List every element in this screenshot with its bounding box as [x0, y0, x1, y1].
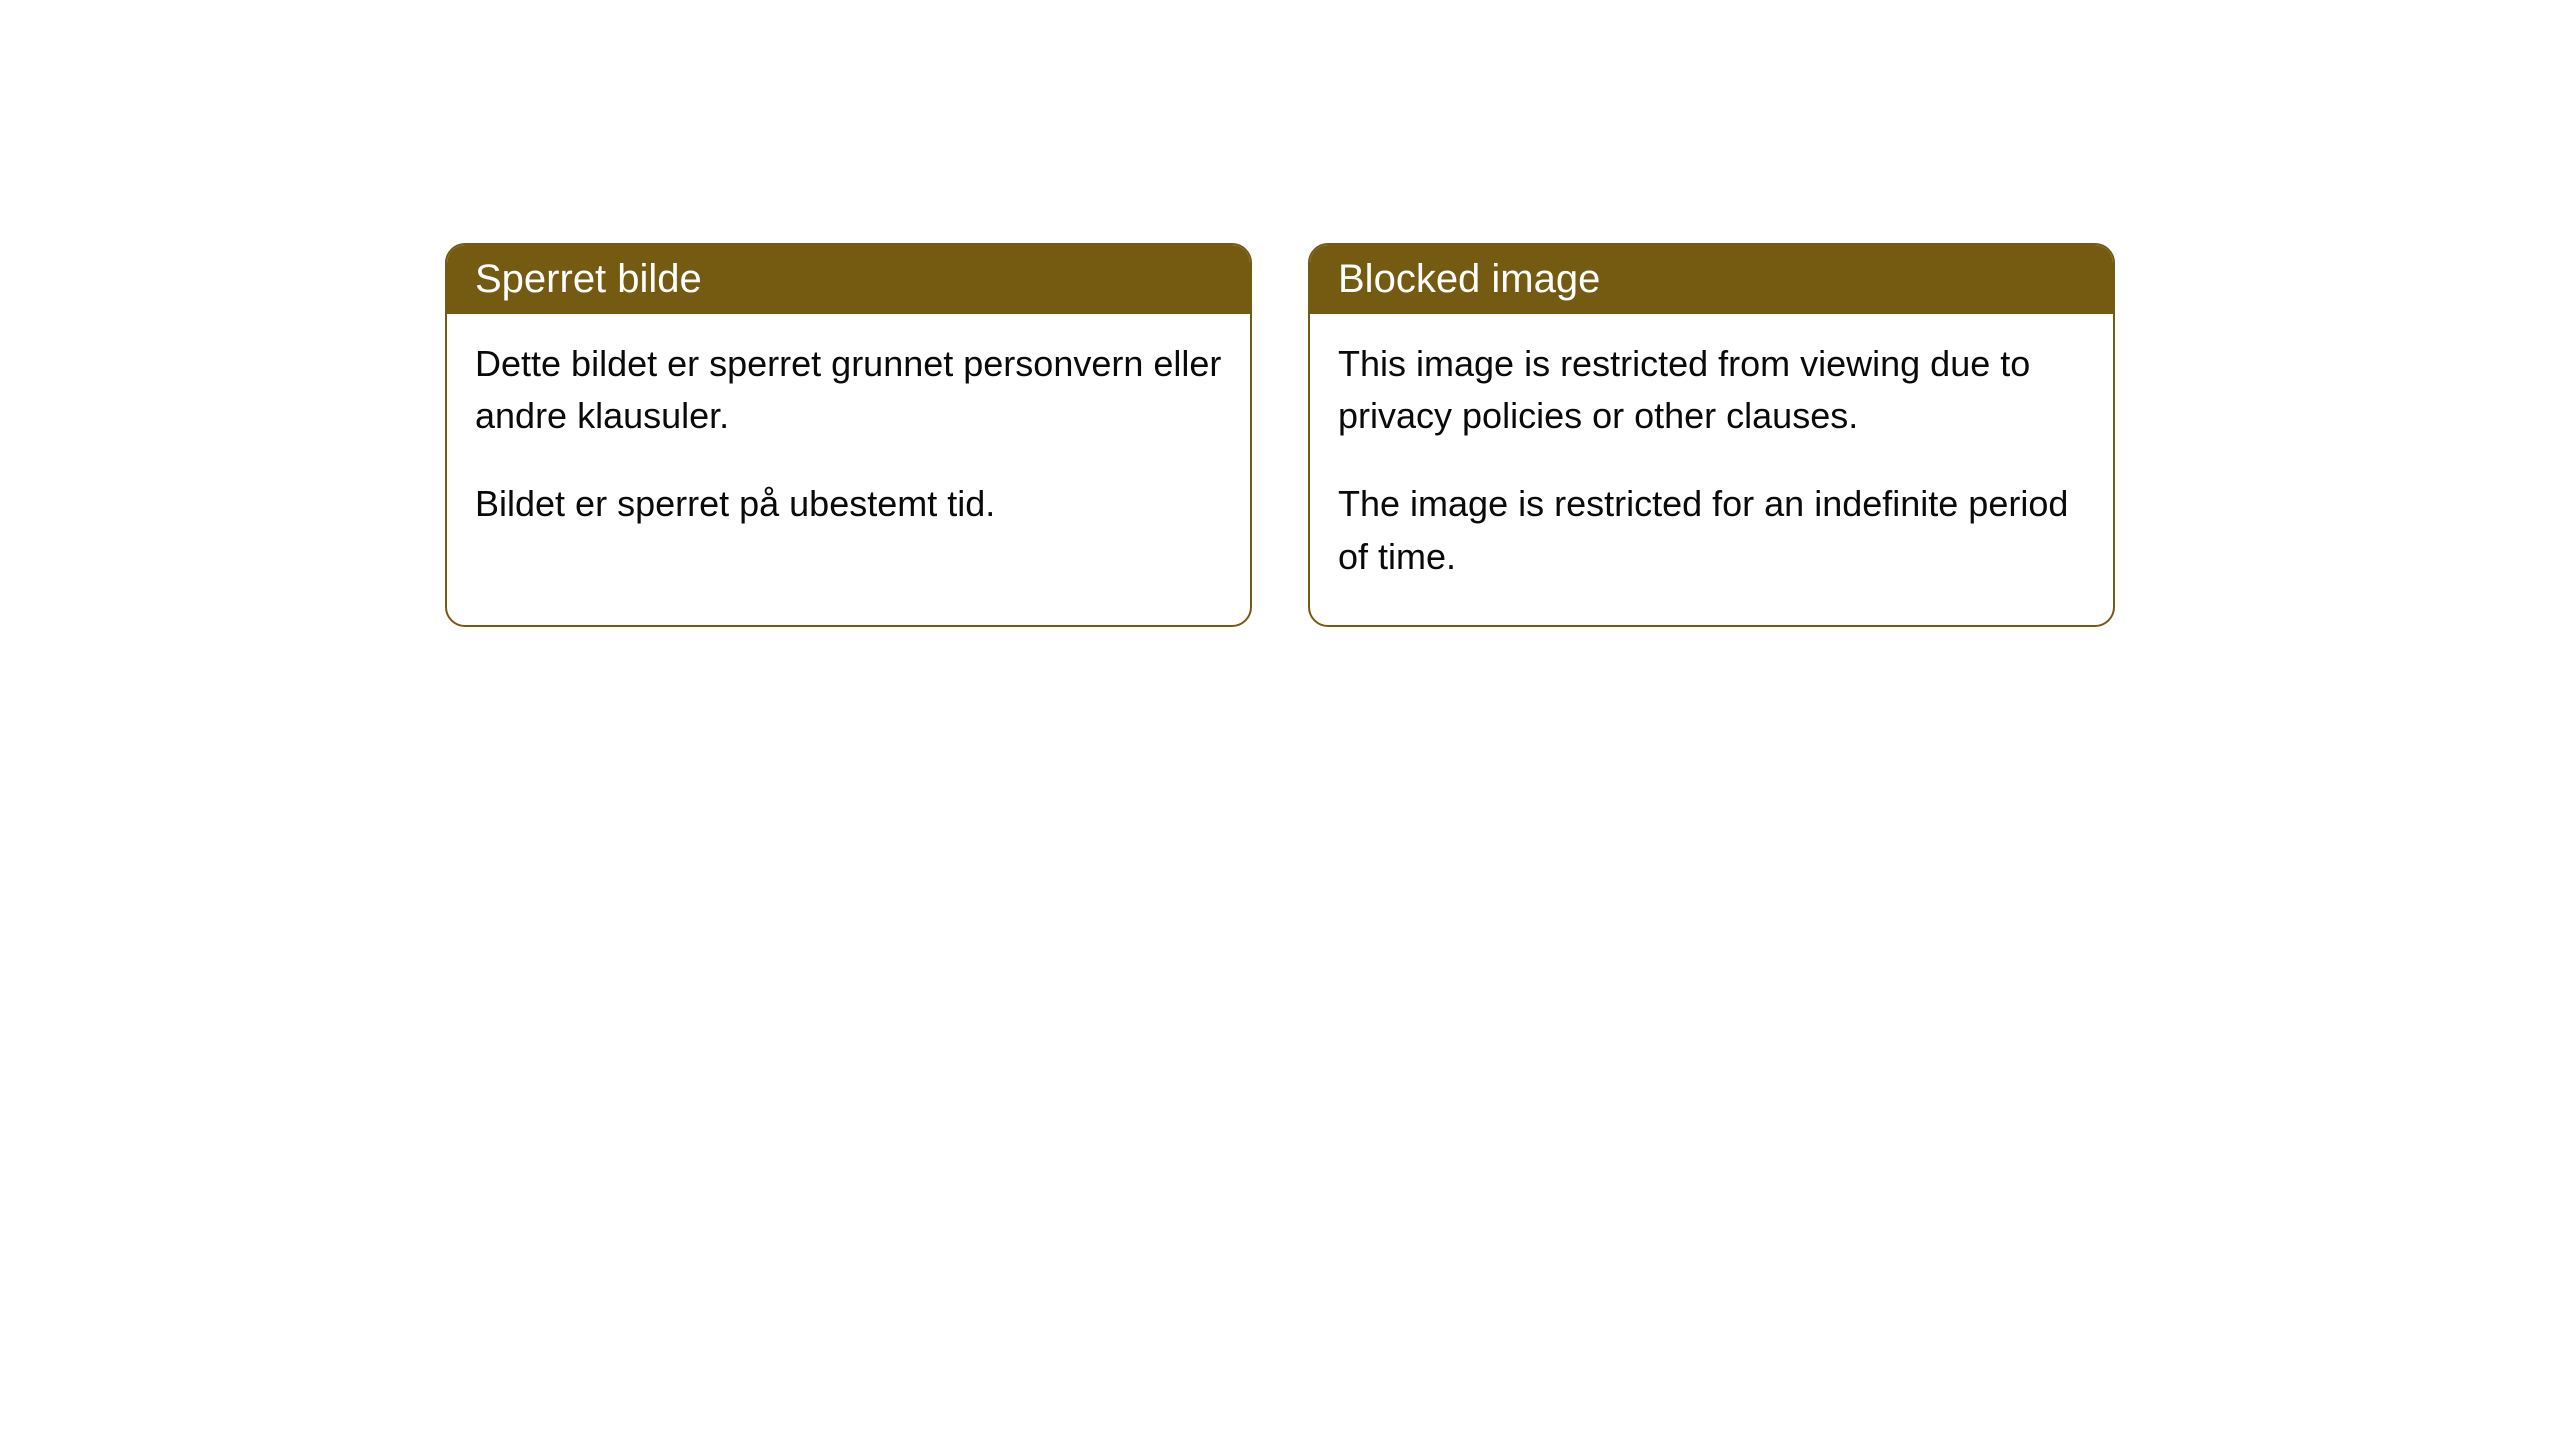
card-paragraph: This image is restricted from viewing du…	[1338, 338, 2085, 442]
card-header: Sperret bilde	[447, 245, 1250, 314]
card-paragraph: Bildet er sperret på ubestemt tid.	[475, 478, 1222, 530]
card-body: Dette bildet er sperret grunnet personve…	[447, 314, 1250, 573]
blocked-image-card-en: Blocked image This image is restricted f…	[1308, 243, 2115, 627]
card-paragraph: Dette bildet er sperret grunnet personve…	[475, 338, 1222, 442]
card-title: Sperret bilde	[475, 257, 702, 301]
card-header: Blocked image	[1310, 245, 2113, 314]
card-body: This image is restricted from viewing du…	[1310, 314, 2113, 625]
card-paragraph: The image is restricted for an indefinit…	[1338, 478, 2085, 582]
card-row: Sperret bilde Dette bildet er sperret gr…	[0, 0, 2560, 627]
blocked-image-card-no: Sperret bilde Dette bildet er sperret gr…	[445, 243, 1252, 627]
card-title: Blocked image	[1338, 257, 1600, 301]
